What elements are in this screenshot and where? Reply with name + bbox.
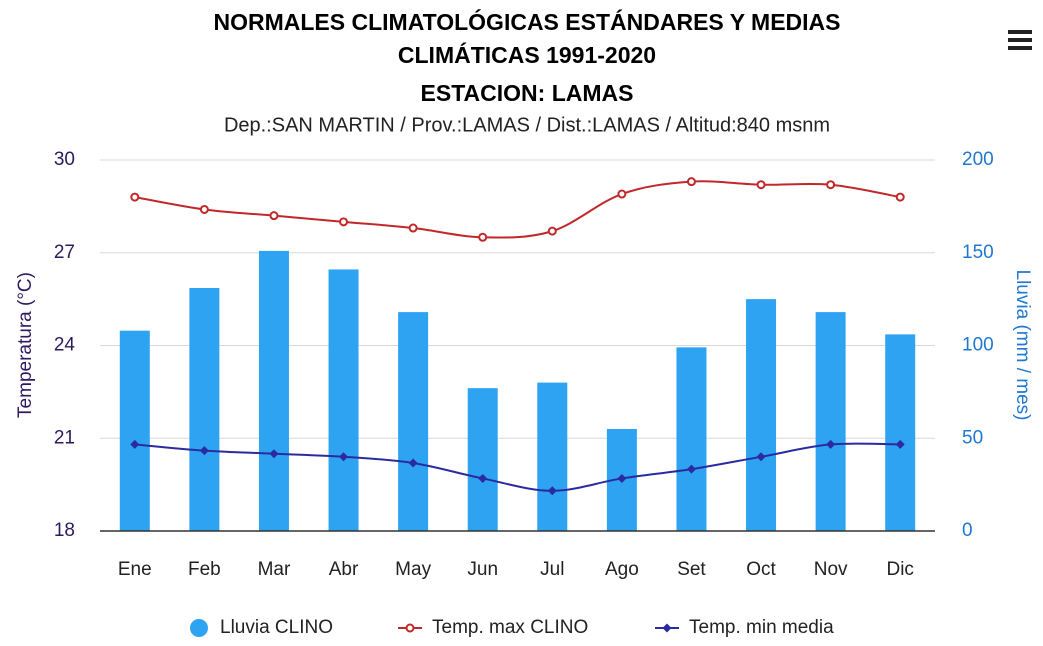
line-marker (686, 464, 696, 474)
bar (467, 388, 498, 531)
bar (258, 250, 289, 531)
chart-title: CLIMÁTICAS 1991-2020 (398, 41, 656, 68)
y2-axis-title: Lluvia (mm / mes) (1012, 270, 1033, 421)
legend-label: Temp. min media (689, 617, 834, 638)
line-marker (199, 204, 209, 214)
y-axis-title: Temperatura (°C) (15, 272, 36, 418)
line-marker (826, 180, 836, 190)
line-marker (756, 180, 766, 190)
line-marker (339, 217, 349, 227)
bar (119, 330, 150, 531)
x-tick-label: Dic (886, 559, 913, 580)
bar (746, 299, 777, 531)
y2-tick-label: 200 (962, 149, 994, 170)
x-tick-label: Nov (814, 559, 848, 580)
line-marker (199, 446, 209, 456)
x-tick-label: Jul (540, 559, 564, 580)
x-tick-label: Ago (605, 559, 639, 580)
line-marker (478, 232, 488, 242)
bar (676, 347, 707, 531)
menu-bar (1008, 30, 1032, 34)
line-marker (478, 473, 488, 483)
chart-title: ESTACION: LAMAS (421, 80, 634, 106)
legend-swatch (405, 623, 415, 633)
line-marker (130, 192, 140, 202)
line (134, 180, 901, 239)
legend-swatch (190, 619, 208, 637)
x-tick-label: Ene (118, 559, 152, 580)
line-marker (547, 486, 557, 496)
y-tick-label: 24 (54, 335, 76, 356)
x-tick-label: Set (677, 559, 706, 580)
y2-tick-label: 150 (962, 242, 994, 263)
line-marker (130, 439, 140, 449)
y2-tick-label: 0 (962, 520, 973, 541)
line-marker (269, 211, 279, 221)
line-marker (339, 452, 349, 462)
x-tick-label: Jun (467, 559, 498, 580)
line-marker (408, 458, 418, 468)
chart-title: NORMALES CLIMATOLÓGICAS ESTÁNDARES Y MED… (213, 8, 840, 35)
legend-label: Temp. max CLINO (432, 617, 588, 638)
bar (885, 334, 916, 531)
line-marker (756, 452, 766, 462)
line-marker (895, 192, 905, 202)
y-tick-label: 21 (54, 427, 75, 448)
x-tick-label: Mar (258, 559, 291, 580)
bar (189, 287, 220, 531)
y-tick-label: 18 (54, 520, 75, 541)
line-marker (617, 473, 627, 483)
line (134, 442, 901, 492)
y-tick-label: 27 (54, 242, 75, 263)
bar (815, 312, 846, 531)
chart-subtitle: Dep.:SAN MARTIN / Prov.:LAMAS / Dist.:LA… (224, 114, 830, 136)
y2-tick-label: 50 (962, 427, 983, 448)
line-marker (547, 226, 557, 236)
line-marker (686, 177, 696, 187)
legend-label: Lluvia CLINO (220, 617, 333, 638)
menu-bar (1008, 46, 1032, 50)
line-marker (895, 439, 905, 449)
menu-button[interactable] (1008, 30, 1032, 50)
x-tick-label: Feb (188, 559, 221, 580)
x-tick-label: May (395, 559, 431, 580)
menu-bar (1008, 38, 1032, 42)
line-marker (826, 439, 836, 449)
y-tick-label: 30 (54, 149, 75, 170)
x-tick-label: Oct (746, 559, 776, 580)
bar (398, 312, 429, 531)
line-marker (408, 223, 418, 233)
bar (537, 382, 568, 531)
x-tick-label: Abr (329, 559, 359, 580)
y2-tick-label: 100 (962, 335, 994, 356)
line-marker (269, 449, 279, 459)
bar (328, 269, 359, 531)
legend-swatch (662, 623, 672, 633)
line-marker (617, 189, 627, 199)
